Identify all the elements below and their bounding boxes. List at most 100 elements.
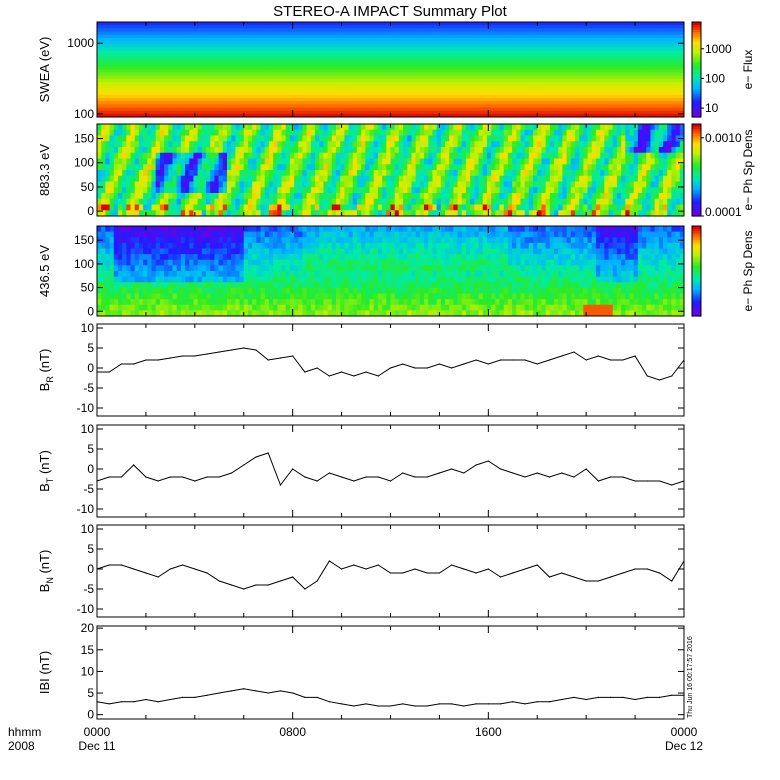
heatmap-cell-pad_883 (143, 147, 148, 154)
heatmap-cell-swea (562, 34, 568, 39)
heatmap-cell-swea (356, 47, 362, 51)
heatmap-cell-swea (294, 85, 299, 89)
heatmap-cell-swea (499, 113, 505, 118)
heatmap-cell-swea (432, 56, 438, 61)
heatmap-cell-swea (482, 60, 488, 64)
heatmap-cell-swea (302, 101, 308, 105)
heatmap-cell-swea (172, 53, 178, 58)
heatmap-cell-pad_883 (323, 147, 329, 154)
heatmap-cell-pad_883 (377, 129, 383, 136)
heatmap-cell-pad_883 (633, 141, 639, 148)
heatmap-cell-pad_883 (453, 124, 459, 131)
heatmap-cell-swea (189, 31, 194, 36)
heatmap-cell-swea (453, 66, 459, 70)
heatmap-cell-swea (495, 41, 501, 45)
heatmap-cell-swea (201, 56, 207, 61)
heatmap-cell-swea (218, 98, 224, 102)
heatmap-cell-pad_883 (344, 147, 350, 154)
heatmap-cell-swea (520, 79, 526, 83)
heatmap-cell-swea (549, 44, 555, 48)
heatmap-cell-swea (612, 31, 618, 36)
heatmap-cell-swea (633, 22, 639, 26)
heatmap-cell-swea (369, 75, 375, 80)
heatmap-cell-swea (679, 50, 685, 55)
heatmap-cell-swea (654, 66, 660, 70)
heatmap-cell-swea (335, 63, 341, 67)
heatmap-cell-swea (616, 101, 622, 105)
heatmap-cell-swea (503, 69, 509, 74)
heatmap-cell-swea (507, 69, 513, 74)
heatmap-cell-swea (591, 75, 597, 80)
heatmap-cell-swea (172, 75, 178, 80)
heatmap-cell-swea (268, 104, 274, 108)
heatmap-cell-pad_883 (440, 124, 446, 131)
heatmap-cell-swea (390, 25, 396, 29)
heatmap-cell-swea (604, 50, 610, 55)
heatmap-cell-swea (386, 44, 391, 48)
heatmap-cell-swea (512, 75, 517, 80)
heatmap-cell-swea (235, 34, 241, 39)
heatmap-cell-swea (101, 101, 106, 105)
heatmap-cell-pad_883 (415, 141, 421, 148)
heatmap-cell-swea (424, 37, 429, 42)
heatmap-cell-swea (218, 66, 224, 70)
heatmap-cell-swea (591, 60, 597, 64)
heatmap-cell-pad_883 (562, 129, 568, 136)
heatmap-cell-swea (675, 82, 681, 86)
heatmap-cell-swea (335, 22, 341, 26)
heatmap-cell-swea (642, 98, 647, 102)
heatmap-cell-swea (382, 47, 387, 51)
heatmap-cell-swea (457, 25, 463, 29)
heatmap-cell-swea (226, 34, 232, 39)
heatmap-cell-swea (277, 56, 282, 61)
heatmap-cell-swea (679, 72, 685, 77)
heatmap-cell-swea (574, 113, 580, 118)
heatmap-cell-swea (491, 60, 496, 64)
heatmap-cell-pad_883 (201, 124, 207, 131)
heatmap-cell-pad_883 (604, 147, 610, 154)
heatmap-cell-swea (159, 72, 165, 77)
heatmap-cell-swea (168, 101, 173, 105)
heatmap-cell-swea (625, 60, 630, 64)
heatmap-cell-swea (457, 22, 463, 26)
colorbar-cell-swea (692, 41, 701, 44)
heatmap-cell-swea (373, 22, 379, 26)
heatmap-cell-swea (461, 79, 467, 83)
heatmap-cell-pad_883 (403, 129, 408, 136)
heatmap-cell-swea (327, 25, 333, 29)
heatmap-cell-swea (558, 69, 563, 74)
heatmap-cell-swea (566, 75, 572, 80)
heatmap-cell-pad_883 (243, 135, 249, 142)
heatmap-cell-swea (629, 91, 635, 96)
heatmap-cell-swea (499, 53, 505, 58)
heatmap-cell-pad_883 (130, 135, 136, 142)
heatmap-cell-swea (520, 66, 526, 70)
heatmap-cell-swea (222, 69, 228, 74)
heatmap-cell-swea (595, 104, 601, 108)
heatmap-cell-swea (201, 41, 207, 45)
heatmap-cell-swea (340, 69, 345, 74)
heatmap-cell-swea (323, 41, 329, 45)
heatmap-cell-pad_883 (117, 129, 123, 136)
heatmap-cell-pad_883 (658, 124, 664, 131)
heatmap-cell-swea (470, 72, 475, 77)
heatmap-cell-swea (113, 85, 119, 89)
heatmap-cell-pad_883 (566, 135, 572, 142)
heatmap-cell-swea (273, 31, 278, 36)
heatmap-cell-swea (143, 66, 148, 70)
heatmap-cell-swea (449, 69, 454, 74)
heatmap-cell-swea (482, 88, 488, 93)
heatmap-cell-swea (210, 44, 215, 48)
heatmap-cell-swea (386, 50, 391, 55)
heatmap-cell-swea (193, 44, 199, 48)
heatmap-cell-swea (373, 110, 379, 115)
heatmap-cell-swea (315, 22, 320, 26)
heatmap-cell-swea (117, 104, 123, 108)
heatmap-cell-swea (424, 28, 429, 32)
heatmap-cell-pad_883 (436, 147, 442, 154)
heatmap-cell-swea (608, 63, 614, 67)
heatmap-cell-swea (453, 107, 459, 112)
heatmap-cell-swea (470, 47, 475, 51)
heatmap-cell-swea (646, 94, 651, 99)
heatmap-cell-swea (281, 69, 287, 74)
